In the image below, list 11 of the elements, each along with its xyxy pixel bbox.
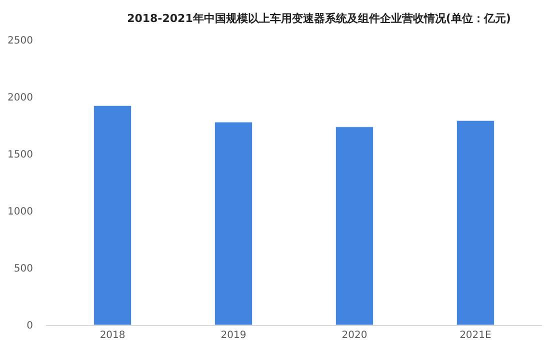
y-tick-label: 1500 bbox=[8, 150, 33, 160]
y-tick-label: 1000 bbox=[8, 206, 33, 218]
chart-title: 2018-2021年中国规模以上车用变速器系统及组件企业营收情况(单位：亿元) bbox=[127, 12, 511, 25]
x-tick-label: 2021E bbox=[460, 330, 492, 341]
y-tick-label: 500 bbox=[14, 264, 33, 274]
x-tick-label: 2018 bbox=[100, 330, 126, 341]
x-tick-label: 2020 bbox=[342, 330, 368, 341]
x-tick-label: 2019 bbox=[220, 330, 246, 341]
y-tick-label: 0 bbox=[26, 320, 33, 332]
y-tick-label: 2000 bbox=[8, 92, 33, 104]
y-tick-label: 2500 bbox=[8, 36, 33, 46]
